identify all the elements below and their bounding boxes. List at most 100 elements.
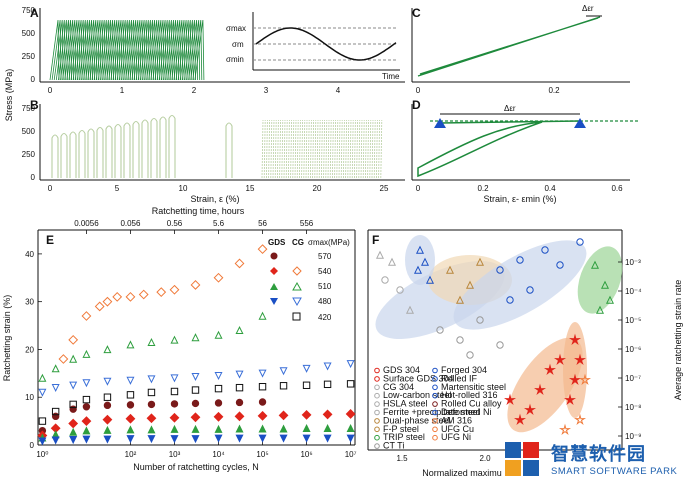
d-xtick: 0 [416, 184, 421, 193]
b-loop [123, 122, 131, 178]
e-point [170, 424, 179, 433]
panel-label-c: C [412, 6, 421, 20]
e-point [126, 340, 135, 349]
b-loop [303, 119, 306, 179]
watermark-cn: 智慧软件园 [551, 444, 646, 464]
e-point [51, 407, 60, 416]
f-ytick: 10⁻⁸ [625, 403, 642, 412]
b-loop [78, 129, 86, 178]
e-point [345, 409, 356, 419]
legend-level: 540 [318, 267, 332, 276]
e-point [68, 418, 79, 429]
e-point [214, 384, 223, 393]
panel-label-f: F [372, 233, 379, 247]
e-legend-gds: GDS [268, 238, 286, 247]
e-point [82, 403, 91, 411]
f-legend-marker [374, 401, 380, 407]
e-toptick: 0.0056 [74, 219, 99, 228]
e-toptick: 56 [258, 219, 267, 228]
b-ytick: 0 [31, 173, 36, 182]
e-point [103, 425, 112, 434]
e-point [191, 399, 200, 408]
e-ytick: 20 [25, 345, 34, 354]
e-point [102, 414, 113, 425]
f-legend-item: GDS 304 [383, 365, 420, 375]
e-point [125, 413, 136, 424]
e-point [302, 423, 311, 432]
e-point [170, 335, 179, 344]
f-point [590, 260, 600, 269]
e-point [147, 337, 156, 346]
b-loop [327, 119, 330, 179]
f-legend-marker [432, 376, 438, 382]
f-point [375, 250, 385, 259]
a-xtick: 1 [120, 86, 125, 95]
f-point [436, 326, 444, 334]
b-loops [51, 114, 383, 179]
b-xlabel: Strain, ε (%) [190, 194, 239, 204]
b-loop [299, 119, 301, 179]
b-loop [288, 119, 290, 179]
e-point [279, 434, 288, 443]
d-marker-right [574, 118, 586, 128]
e-point [103, 345, 112, 354]
e-point [301, 409, 312, 420]
inset-sine [255, 27, 397, 61]
e-point [94, 301, 105, 312]
f-point [573, 413, 587, 426]
b-loop [356, 119, 358, 179]
b-loop [378, 119, 380, 179]
e-point [323, 380, 332, 389]
legend-cg-420 [292, 312, 301, 321]
panel-label-e: E [46, 233, 54, 247]
a-xtick: 0 [48, 86, 53, 95]
e-point [170, 435, 179, 444]
e-xtick: 10⁵ [256, 450, 268, 459]
f-legend-marker [374, 409, 380, 416]
e-point [69, 354, 78, 363]
b-loop [312, 119, 314, 179]
inset-smin-label: σmin [226, 55, 244, 64]
e-point [258, 369, 267, 378]
b-loop [268, 119, 270, 179]
e-point [214, 399, 223, 407]
e-point [170, 374, 179, 383]
e-point [82, 379, 91, 388]
e-point [82, 435, 91, 444]
e-point [323, 362, 332, 371]
e-point [258, 424, 267, 433]
f-legend-marker [432, 401, 438, 407]
e-point [146, 413, 157, 424]
e-point [69, 381, 78, 390]
f-legend-item: UFG Cu [441, 424, 474, 434]
b-loop [316, 119, 319, 179]
e-point [147, 375, 156, 384]
f-legend-item: AM 316 [441, 415, 472, 425]
f-point [455, 295, 465, 304]
f-ytick: 10⁻⁶ [625, 345, 641, 354]
b-loop [272, 119, 275, 179]
b-loop [340, 119, 343, 179]
f-legend-item: Surface GDS 304 [383, 373, 454, 383]
e-point [51, 364, 60, 373]
e-point [170, 400, 179, 408]
b-loop [358, 119, 361, 179]
f-legend-marker [374, 443, 380, 449]
b-loop [105, 125, 113, 178]
f-legend-marker [432, 426, 438, 433]
b-loop [294, 119, 297, 179]
b-loop [376, 119, 378, 179]
a-loop [190, 19, 201, 81]
e-ytick: 30 [25, 298, 34, 307]
e-xtick: 10⁷ [345, 450, 357, 459]
f-legend-item: Forged 304 [441, 365, 487, 375]
e-toptick: 0.056 [120, 219, 141, 228]
f-cluster-green [577, 246, 623, 314]
f-xlabel: Normalized maximu [422, 468, 502, 478]
d-top-line [439, 120, 581, 124]
b-loop [371, 119, 374, 179]
b-loop [290, 119, 292, 179]
e-point [258, 398, 267, 406]
b-loop [285, 119, 288, 179]
